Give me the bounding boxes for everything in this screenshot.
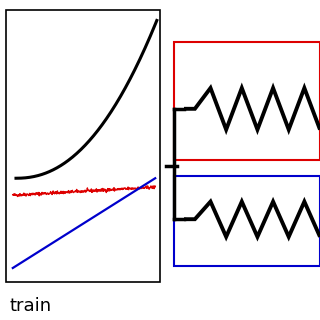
Text: train: train [10, 297, 52, 315]
Bar [174, 42, 320, 160]
Bar [6, 10, 160, 282]
Bar [174, 176, 320, 266]
